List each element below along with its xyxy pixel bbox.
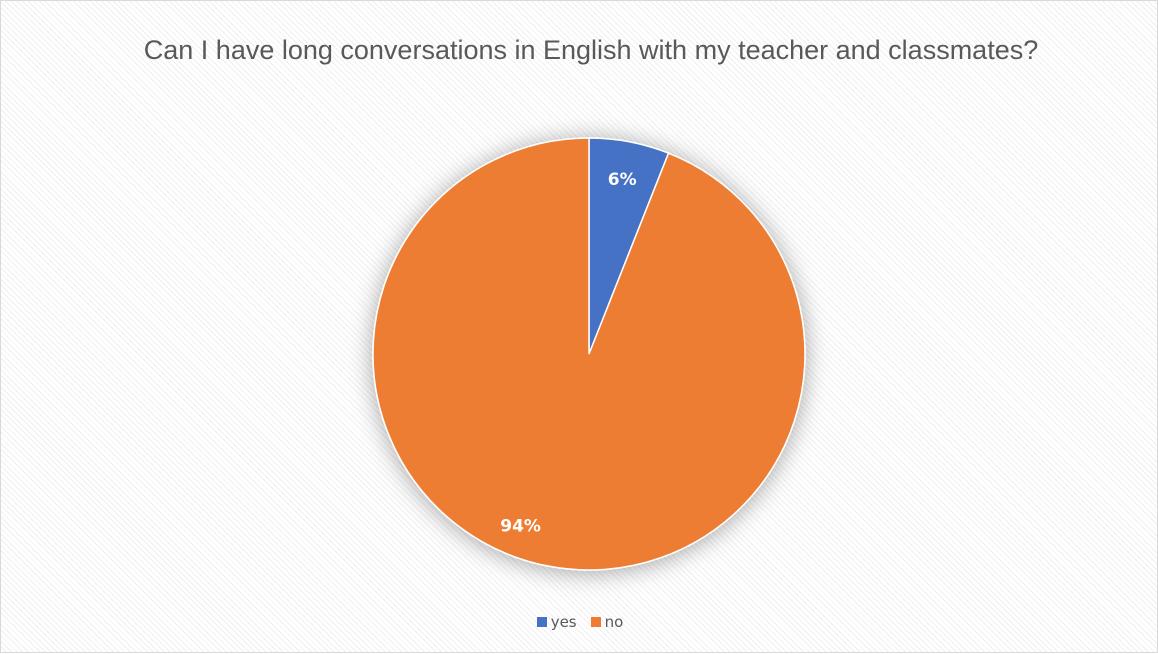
legend-swatch-yes [536,617,547,627]
data-label-no: 94% [500,517,541,537]
legend-swatch-no [590,617,601,627]
chart-title: Can I have long conversations in English… [143,35,1039,65]
legend-item-yes: yes [536,613,577,631]
legend-label-yes: yes [550,613,577,631]
legend-item-no: no [590,613,624,631]
legend: yes no [1,613,1158,631]
data-label-yes: 6% [608,170,637,190]
legend-label-no: no [604,613,624,631]
pie-slice-no [372,137,806,571]
